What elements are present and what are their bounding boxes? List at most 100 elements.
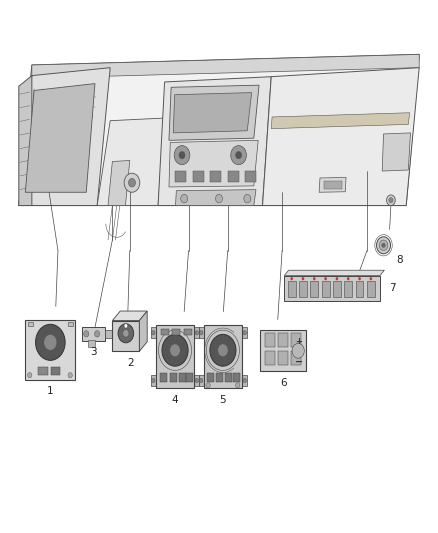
Circle shape bbox=[152, 330, 155, 335]
Circle shape bbox=[215, 195, 223, 203]
Bar bbox=[324, 181, 342, 189]
Circle shape bbox=[123, 329, 129, 337]
Polygon shape bbox=[32, 54, 419, 78]
Polygon shape bbox=[19, 76, 32, 206]
Circle shape bbox=[218, 344, 228, 357]
Circle shape bbox=[236, 383, 240, 388]
Circle shape bbox=[128, 179, 135, 187]
Circle shape bbox=[290, 277, 293, 280]
Circle shape bbox=[347, 277, 350, 280]
Circle shape bbox=[324, 277, 327, 280]
Circle shape bbox=[199, 378, 203, 383]
Bar bbox=[194, 327, 199, 338]
Circle shape bbox=[179, 151, 185, 159]
Polygon shape bbox=[108, 160, 130, 206]
Bar bbox=[51, 367, 60, 375]
Polygon shape bbox=[25, 84, 95, 192]
Circle shape bbox=[377, 237, 391, 254]
Bar bbox=[186, 373, 193, 382]
Bar bbox=[198, 375, 204, 386]
Text: 1: 1 bbox=[47, 386, 54, 396]
Circle shape bbox=[231, 146, 247, 165]
Polygon shape bbox=[176, 190, 256, 206]
Circle shape bbox=[181, 195, 187, 203]
Bar bbox=[260, 330, 306, 372]
Circle shape bbox=[162, 334, 188, 366]
Circle shape bbox=[206, 383, 210, 388]
Circle shape bbox=[68, 373, 72, 378]
Bar bbox=[291, 351, 301, 365]
Text: 5: 5 bbox=[219, 395, 226, 405]
Circle shape bbox=[170, 344, 180, 357]
Bar bbox=[233, 373, 240, 382]
Text: 4: 4 bbox=[172, 395, 178, 405]
Bar bbox=[299, 281, 307, 297]
Polygon shape bbox=[284, 270, 385, 276]
Polygon shape bbox=[262, 68, 419, 206]
Polygon shape bbox=[169, 85, 259, 140]
Circle shape bbox=[95, 330, 100, 337]
Bar bbox=[284, 276, 380, 301]
Circle shape bbox=[244, 195, 251, 203]
Polygon shape bbox=[139, 311, 147, 351]
Bar bbox=[278, 351, 288, 365]
Bar bbox=[356, 281, 364, 297]
Circle shape bbox=[84, 330, 89, 337]
Circle shape bbox=[152, 378, 155, 383]
Polygon shape bbox=[97, 118, 165, 206]
Circle shape bbox=[358, 277, 361, 280]
Bar bbox=[184, 329, 191, 335]
Bar bbox=[113, 320, 139, 351]
Circle shape bbox=[336, 277, 338, 280]
Bar bbox=[225, 373, 232, 382]
Polygon shape bbox=[19, 54, 419, 206]
Bar bbox=[194, 375, 199, 386]
Polygon shape bbox=[319, 177, 346, 192]
Circle shape bbox=[44, 334, 57, 350]
Bar bbox=[207, 373, 214, 382]
Bar bbox=[170, 373, 177, 382]
Bar bbox=[367, 281, 375, 297]
Bar bbox=[193, 171, 204, 182]
Circle shape bbox=[124, 324, 127, 328]
Text: −: − bbox=[295, 357, 303, 367]
Text: 7: 7 bbox=[389, 283, 396, 293]
Text: 8: 8 bbox=[397, 255, 403, 265]
Bar bbox=[151, 375, 156, 386]
Text: 6: 6 bbox=[280, 378, 286, 388]
Polygon shape bbox=[19, 68, 110, 206]
Bar bbox=[151, 327, 156, 338]
Bar bbox=[242, 327, 247, 338]
Bar bbox=[322, 281, 329, 297]
Polygon shape bbox=[169, 140, 258, 187]
Circle shape bbox=[243, 378, 247, 383]
Circle shape bbox=[389, 198, 393, 203]
Circle shape bbox=[174, 146, 190, 165]
Polygon shape bbox=[382, 133, 410, 171]
Circle shape bbox=[124, 173, 140, 192]
Circle shape bbox=[35, 324, 65, 360]
Bar bbox=[176, 171, 186, 182]
Polygon shape bbox=[113, 311, 147, 320]
Circle shape bbox=[302, 277, 304, 280]
Bar bbox=[173, 329, 180, 335]
Text: 2: 2 bbox=[127, 358, 134, 368]
Circle shape bbox=[195, 330, 198, 335]
Bar bbox=[88, 340, 95, 347]
Bar bbox=[278, 333, 288, 347]
Bar bbox=[228, 171, 239, 182]
Bar bbox=[210, 171, 221, 182]
Bar bbox=[242, 375, 247, 386]
Text: 3: 3 bbox=[90, 348, 96, 358]
Bar bbox=[39, 367, 48, 375]
Polygon shape bbox=[158, 77, 271, 206]
Bar bbox=[105, 330, 114, 337]
Circle shape bbox=[210, 334, 236, 366]
Bar bbox=[265, 351, 275, 365]
Bar bbox=[245, 171, 256, 182]
Bar bbox=[204, 325, 242, 389]
Circle shape bbox=[118, 324, 134, 343]
Circle shape bbox=[195, 378, 198, 383]
Circle shape bbox=[292, 343, 304, 358]
Circle shape bbox=[28, 373, 32, 378]
